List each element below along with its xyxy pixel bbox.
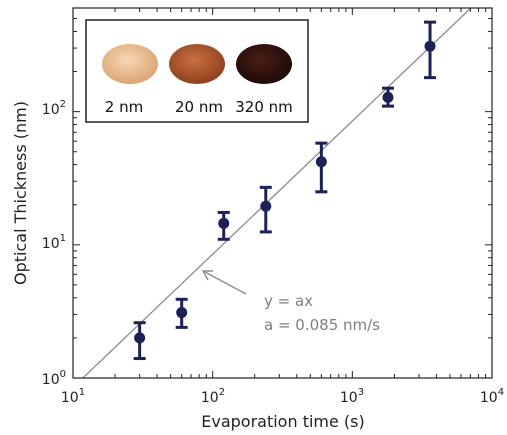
plot-frame: [72, 7, 493, 379]
data-point-3: [259, 185, 272, 234]
data-point-6: [424, 20, 437, 80]
marker-6: [424, 40, 436, 52]
sample-label-20nm: 20 nm: [175, 98, 223, 116]
axis-ticks: [72, 7, 493, 379]
fit-line: [81, 8, 472, 378]
data-points: [133, 20, 437, 361]
marker-3: [260, 200, 272, 212]
data-point-5: [381, 86, 394, 108]
sample-disk-20nm: [169, 44, 225, 84]
sample-disk-2nm: [102, 44, 158, 84]
marker-1: [176, 307, 188, 319]
x-axis-label: Evaporation time (s): [201, 412, 365, 431]
annotation-arrow-shaft: [204, 271, 247, 295]
x-tick-label-0: 101: [61, 387, 85, 406]
fit-annotation: y = ax a = 0.085 nm/s: [201, 270, 380, 334]
sample-inset: 2 nm 20 nm 320 nm: [85, 19, 309, 123]
y-tick-label-1: 101: [42, 233, 66, 252]
y-tick-label-2: 102: [42, 99, 66, 118]
marker-0: [134, 332, 146, 344]
annotation-equation: y = ax: [264, 292, 313, 310]
x-tick-label-2: 103: [340, 387, 364, 406]
marker-2: [218, 217, 230, 229]
annotation-slope: a = 0.085 nm/s: [264, 316, 380, 334]
data-point-1: [175, 297, 188, 329]
y-tick-label-0: 100: [42, 369, 66, 388]
sample-label-320nm: 320 nm: [235, 98, 293, 116]
annotation-arrow-head: [201, 270, 213, 281]
x-tick-label-3: 104: [480, 387, 504, 406]
marker-4: [315, 156, 327, 168]
sample-label-2nm: 2 nm: [105, 98, 143, 116]
sample-disk-320nm: [236, 44, 292, 84]
data-point-4: [315, 141, 328, 194]
y-axis-label: Optical Thickness (nm): [11, 101, 30, 285]
data-point-0: [133, 321, 146, 361]
x-tick-label-1: 102: [201, 387, 225, 406]
data-point-2: [217, 210, 230, 241]
marker-5: [382, 91, 394, 103]
